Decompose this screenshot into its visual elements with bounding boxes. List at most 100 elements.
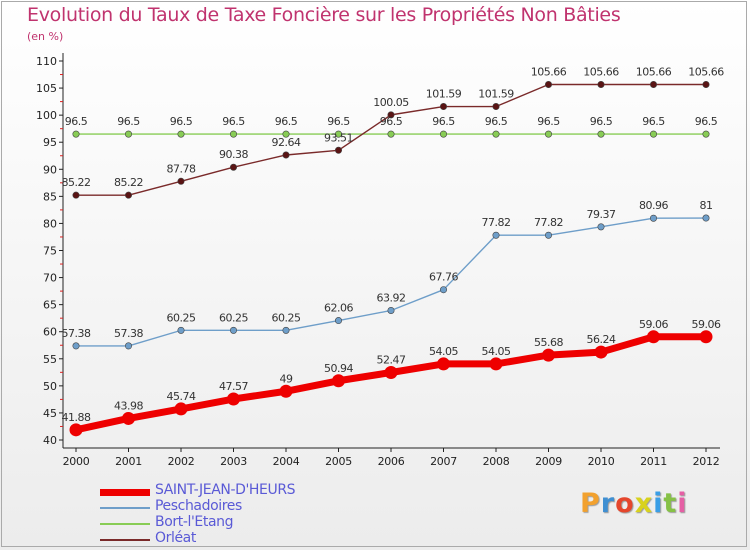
data-point	[649, 130, 657, 138]
x-tick-label: 2005	[325, 455, 352, 468]
x-tick-label: 2000	[63, 455, 90, 468]
data-point	[227, 392, 240, 406]
series-line-1	[75, 217, 707, 347]
data-label: 77.82	[482, 216, 511, 229]
x-tick-label: 2008	[483, 455, 510, 468]
y-tick-label: 75	[43, 245, 57, 258]
data-label: 96.5	[485, 115, 508, 128]
data-point	[647, 330, 660, 344]
data-label: 80.96	[639, 199, 668, 212]
x-tick-label: 2003	[220, 455, 247, 468]
data-point	[69, 423, 83, 437]
y-tick-label: 40	[43, 434, 57, 447]
data-point	[72, 130, 80, 138]
data-point	[279, 384, 293, 398]
data-point	[649, 80, 657, 88]
data-label: 100.05	[373, 96, 409, 109]
data-point	[542, 348, 555, 362]
data-label: 96.5	[695, 115, 718, 128]
legend-label: Peschadoires	[155, 498, 242, 514]
data-label: 79.37	[587, 208, 616, 221]
data-label: 96.5	[65, 115, 88, 128]
data-point	[437, 357, 450, 371]
data-point	[125, 342, 133, 350]
legend-swatch	[100, 523, 150, 525]
data-point	[492, 130, 500, 138]
x-tick-label: 2011	[640, 455, 667, 468]
data-label: 96.5	[537, 115, 560, 128]
data-point	[649, 214, 657, 222]
data-point	[384, 365, 398, 379]
data-label: 85.22	[62, 176, 91, 189]
y-tick-label: 100	[36, 109, 57, 122]
data-point	[177, 130, 185, 138]
data-label: 57.38	[62, 327, 91, 340]
data-label: 77.82	[534, 216, 563, 229]
x-tick-label: 2004	[273, 455, 300, 468]
data-point	[597, 130, 605, 138]
data-point	[174, 402, 188, 416]
data-label: 105.66	[583, 65, 619, 78]
data-label: 50.94	[324, 362, 353, 375]
data-label: 59.06	[639, 318, 668, 331]
legend-label: SAINT-JEAN-D'HEURS	[155, 482, 296, 498]
data-label: 54.05	[429, 345, 458, 358]
data-point	[702, 80, 710, 88]
data-label: 96.5	[117, 115, 140, 128]
y-tick-label: 80	[43, 217, 57, 230]
data-point	[597, 80, 605, 88]
y-tick-label: 105	[36, 82, 57, 95]
y-tick-label: 70	[43, 272, 57, 285]
data-label: 85.22	[114, 176, 143, 189]
x-tick-label: 2001	[115, 455, 142, 468]
data-label: 105.66	[636, 65, 672, 78]
y-tick-label: 85	[43, 190, 57, 203]
x-tick-label: 2012	[693, 455, 720, 468]
data-label: 96.5	[590, 115, 613, 128]
data-point	[489, 357, 503, 371]
y-tick-label: 90	[43, 163, 57, 176]
data-label: 96.5	[170, 115, 193, 128]
data-point	[282, 151, 290, 159]
data-label: 54.05	[482, 345, 511, 358]
data-point	[177, 326, 185, 334]
data-point	[125, 130, 133, 138]
data-label: 56.24	[587, 333, 616, 346]
data-point	[334, 130, 342, 138]
data-point	[332, 374, 345, 388]
data-point	[230, 163, 238, 171]
data-label: 67.76	[429, 271, 458, 284]
data-label: 59.06	[692, 318, 721, 331]
data-label: 45.74	[167, 390, 196, 403]
data-point	[72, 191, 80, 199]
y-tick-label: 110	[36, 55, 57, 68]
data-label: 105.66	[531, 65, 567, 78]
data-label: 60.25	[167, 311, 196, 324]
proxiti-logo: Proxiti	[580, 488, 688, 519]
data-point	[544, 231, 552, 239]
data-label: 96.5	[275, 115, 298, 128]
data-point	[594, 345, 608, 359]
x-tick-label: 2010	[588, 455, 615, 468]
data-label: 96.5	[432, 115, 455, 128]
data-point	[492, 103, 500, 111]
series-line-0	[72, 333, 710, 434]
data-point	[230, 130, 238, 138]
data-label: 52.47	[377, 353, 406, 366]
data-point	[439, 103, 447, 111]
data-label: 81	[700, 199, 713, 212]
data-label: 47.57	[219, 380, 248, 393]
chart-subtitle: (en %)	[27, 30, 64, 43]
data-point	[702, 214, 710, 222]
data-point	[387, 111, 395, 119]
data-point	[230, 326, 238, 334]
data-point	[387, 130, 395, 138]
data-label: 60.25	[219, 311, 248, 324]
data-label: 87.78	[167, 162, 196, 175]
data-point	[699, 330, 713, 344]
y-tick-label: 95	[43, 136, 57, 149]
y-tick-label: 50	[43, 380, 57, 393]
y-tick-label: 55	[43, 353, 57, 366]
data-point	[702, 130, 710, 138]
